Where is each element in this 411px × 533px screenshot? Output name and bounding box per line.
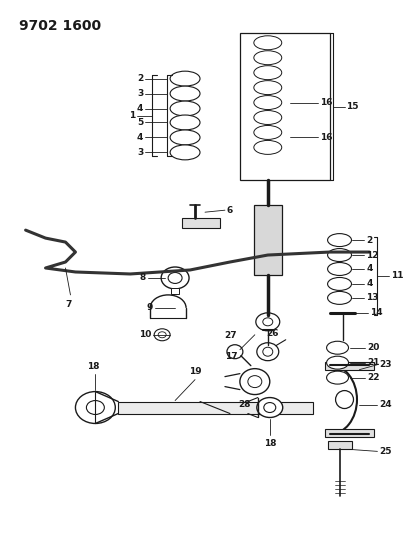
Ellipse shape — [86, 400, 104, 415]
Ellipse shape — [161, 267, 189, 289]
Text: 3: 3 — [137, 89, 143, 98]
Ellipse shape — [257, 343, 279, 361]
Ellipse shape — [264, 402, 276, 413]
Ellipse shape — [335, 391, 353, 408]
Ellipse shape — [154, 329, 170, 341]
Ellipse shape — [257, 398, 283, 417]
Ellipse shape — [327, 341, 349, 354]
Ellipse shape — [170, 86, 200, 101]
Ellipse shape — [254, 125, 282, 140]
Ellipse shape — [328, 248, 351, 262]
Ellipse shape — [168, 272, 182, 284]
Bar — [171, 288, 179, 294]
Text: 2: 2 — [367, 236, 373, 245]
Text: 6: 6 — [227, 206, 233, 215]
Ellipse shape — [248, 376, 262, 387]
Text: 13: 13 — [367, 293, 379, 302]
Ellipse shape — [254, 80, 282, 94]
Ellipse shape — [170, 101, 200, 116]
Text: 2: 2 — [137, 74, 143, 83]
Text: 4: 4 — [137, 104, 143, 113]
Text: 4: 4 — [367, 279, 373, 288]
Text: 27: 27 — [224, 331, 237, 340]
Bar — [254, 205, 282, 275]
Text: 9702 1600: 9702 1600 — [18, 19, 101, 33]
Text: 15: 15 — [346, 102, 359, 111]
Ellipse shape — [328, 292, 351, 304]
Ellipse shape — [254, 36, 282, 50]
Ellipse shape — [256, 313, 280, 331]
Text: 26: 26 — [266, 329, 279, 338]
Text: 18: 18 — [263, 439, 276, 448]
Ellipse shape — [254, 95, 282, 110]
Bar — [182, 218, 220, 228]
Ellipse shape — [263, 347, 273, 356]
Text: 7: 7 — [65, 300, 72, 309]
Bar — [118, 401, 313, 414]
Ellipse shape — [170, 145, 200, 160]
Ellipse shape — [170, 115, 200, 130]
Ellipse shape — [227, 345, 243, 359]
Text: 25: 25 — [379, 447, 392, 456]
Text: 11: 11 — [391, 271, 404, 280]
Text: 1: 1 — [129, 111, 135, 120]
Text: 22: 22 — [367, 373, 380, 382]
Text: 16: 16 — [320, 133, 332, 142]
Text: 8: 8 — [140, 273, 146, 282]
Ellipse shape — [158, 332, 166, 338]
Ellipse shape — [254, 51, 282, 64]
Ellipse shape — [240, 369, 270, 394]
Text: 9: 9 — [147, 303, 153, 312]
Ellipse shape — [254, 110, 282, 125]
Bar — [325, 430, 374, 438]
Ellipse shape — [254, 140, 282, 155]
Ellipse shape — [327, 356, 349, 369]
Text: 10: 10 — [139, 330, 151, 340]
Text: 18: 18 — [87, 362, 99, 370]
Text: 23: 23 — [379, 360, 392, 369]
Text: 5: 5 — [137, 118, 143, 127]
Ellipse shape — [328, 233, 351, 247]
Bar — [325, 362, 374, 370]
Ellipse shape — [254, 66, 282, 79]
Text: 19: 19 — [189, 367, 201, 376]
Bar — [240, 33, 330, 180]
Text: 17: 17 — [225, 352, 238, 361]
Ellipse shape — [170, 71, 200, 86]
Ellipse shape — [327, 371, 349, 384]
Text: 16: 16 — [320, 98, 332, 107]
Text: 21: 21 — [367, 358, 380, 367]
Text: 4: 4 — [137, 133, 143, 142]
Ellipse shape — [76, 392, 115, 423]
Text: 12: 12 — [367, 251, 379, 260]
Text: 20: 20 — [367, 343, 380, 352]
Ellipse shape — [328, 263, 351, 276]
Ellipse shape — [170, 130, 200, 145]
Text: 28: 28 — [239, 400, 251, 409]
Text: 24: 24 — [379, 400, 392, 409]
Text: 3: 3 — [137, 148, 143, 157]
Text: 4: 4 — [367, 264, 373, 273]
Ellipse shape — [328, 278, 351, 290]
Ellipse shape — [263, 318, 273, 326]
Text: 14: 14 — [370, 309, 383, 317]
Bar — [328, 441, 351, 449]
